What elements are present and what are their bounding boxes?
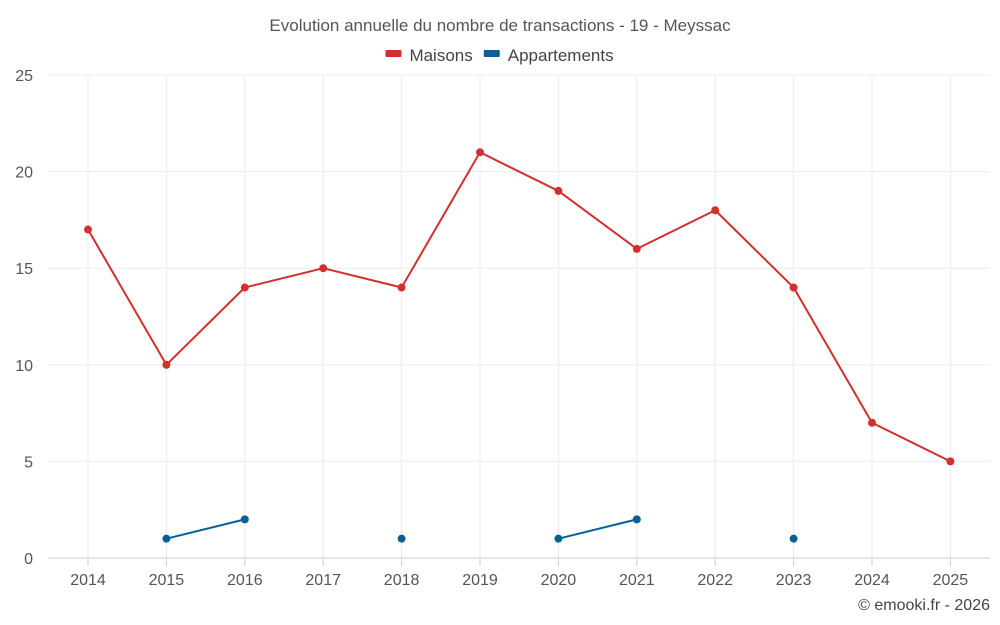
x-tick-label: 2020 [541,572,577,589]
chart-title: Evolution annuelle du nombre de transact… [269,16,731,35]
series-line-segment [714,209,795,289]
y-tick-label: 5 [24,454,33,471]
data-point[interactable] [554,186,563,195]
series-maisons [84,148,955,466]
series-line-segment [165,286,246,366]
grid [48,74,990,558]
credit-text: © emooki.fr - 2026 [858,597,990,614]
x-tick-label: 2014 [70,572,106,589]
data-point[interactable] [162,534,171,543]
y-tick-label: 0 [24,551,33,568]
series-line-segment [87,228,168,366]
series-line-segment [871,421,952,463]
series-line-segment [792,286,873,424]
legend-swatch [385,50,402,57]
legend-item-maisons[interactable]: Maisons [385,46,473,65]
series-line-segment [400,151,481,289]
y-tick-label: 20 [15,165,33,182]
data-point[interactable] [240,283,249,292]
series-appartements [162,515,798,543]
data-point[interactable] [789,283,798,292]
legend[interactable]: Maisons Appartements [385,46,614,65]
data-point[interactable] [632,515,641,524]
data-point[interactable] [946,457,955,466]
series-line-segment [243,267,325,289]
data-point[interactable] [240,515,249,524]
x-tick-label: 2019 [462,572,498,589]
series-line-segment [557,189,638,250]
series-line-segment [557,518,638,540]
x-tick-label: 2015 [149,572,185,589]
y-tick-label: 15 [15,261,33,278]
data-point[interactable] [476,148,484,157]
legend-item-appartements[interactable]: Appartements [483,46,614,65]
legend-label: Maisons [409,46,472,65]
data-point[interactable] [789,534,798,543]
series-line-segment [165,518,246,540]
x-tick-label: 2025 [933,572,969,589]
series-line-segment [635,209,717,250]
data-point[interactable] [397,534,406,543]
x-tick-label: 2022 [697,572,733,589]
y-tick-label: 10 [15,358,33,375]
y-tick-label: 25 [15,68,33,85]
x-tick-label: 2017 [305,572,341,589]
legend-swatch [483,50,500,57]
data-point[interactable] [162,360,171,369]
data-point[interactable] [554,534,563,543]
data-point[interactable] [397,283,406,292]
x-tick-label: 2024 [854,572,890,589]
data-point[interactable] [711,206,720,215]
x-tick-label: 2021 [619,572,655,589]
x-tick-label: 2016 [227,572,263,589]
data-point[interactable] [632,244,641,253]
series-layer [84,148,955,543]
series-line-segment [479,151,560,192]
data-point[interactable] [84,225,92,234]
data-point[interactable] [319,264,328,273]
data-point[interactable] [868,418,876,427]
x-tick-label: 2023 [776,572,812,589]
x-tick-label: 2018 [384,572,420,589]
series-line-segment [322,267,403,289]
legend-label: Appartements [508,46,614,65]
